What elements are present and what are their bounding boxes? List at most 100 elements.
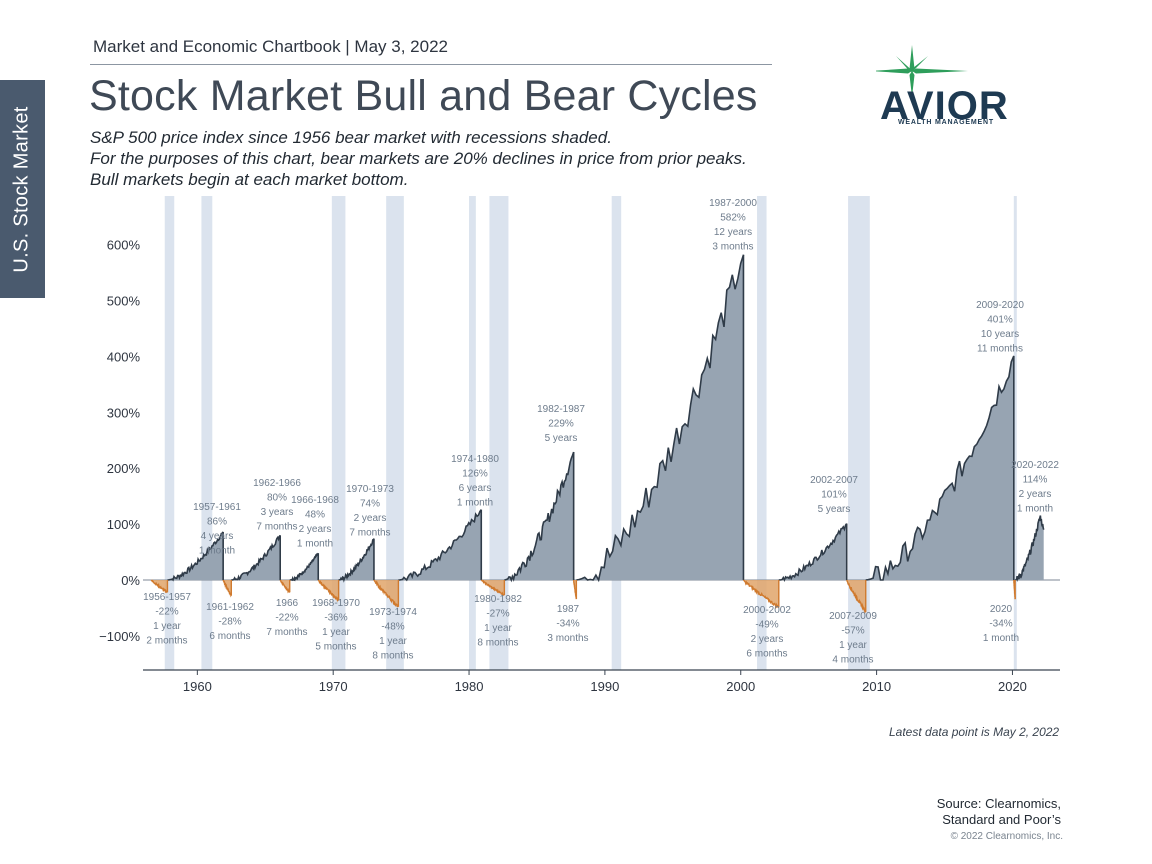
bear-label-4-line-3: 8 months bbox=[372, 651, 413, 662]
y-tick-2: 400% bbox=[107, 349, 141, 364]
bull-area-6 bbox=[576, 254, 744, 581]
bull-line-0 bbox=[167, 531, 224, 582]
bull-label-0-line-2: 4 years bbox=[201, 531, 234, 542]
bear-label-1-line-1: -28% bbox=[218, 617, 241, 628]
chartbook-header: Market and Economic Chartbook | May 3, 2… bbox=[93, 37, 448, 56]
y-tick-6: 0% bbox=[121, 573, 140, 588]
recession-band-4 bbox=[469, 196, 476, 670]
bear-label-0-line-1: -22% bbox=[155, 607, 178, 618]
avior-logo: AVIOR WEALTH MANAGEMENT bbox=[876, 42, 1009, 132]
bull-label-0-line-0: 1957-1961 bbox=[193, 502, 241, 513]
bull-label-5-line-0: 1982-1987 bbox=[537, 404, 585, 415]
x-tick-2: 1980 bbox=[455, 679, 484, 694]
bear-label-2-line-0: 1966 bbox=[276, 598, 299, 609]
bear-label-2: 1966 -22% 7 months bbox=[266, 598, 307, 638]
bear-line-7 bbox=[742, 579, 780, 609]
bear-label-8-line-0: 2007-2009 bbox=[829, 611, 877, 622]
bear-line-3 bbox=[317, 579, 340, 603]
bear-label-9-line-0: 2020 bbox=[990, 604, 1013, 615]
y-tick-4: 200% bbox=[107, 461, 141, 476]
bear-label-8: 2007-2009 -57% 1 year 4 months bbox=[829, 611, 877, 666]
bear-label-0-line-3: 2 months bbox=[146, 636, 187, 647]
bear-label-7: 2000-2002 -49% 2 years 6 months bbox=[743, 605, 791, 660]
bear-label-8-line-1: -57% bbox=[841, 626, 864, 637]
bull-area-9 bbox=[1015, 515, 1044, 580]
bear-label-1-line-2: 6 months bbox=[209, 631, 250, 642]
bear-label-8-line-3: 4 months bbox=[832, 655, 873, 666]
bull-label-8-line-0: 2009-2020 bbox=[976, 300, 1024, 311]
bull-line-7 bbox=[778, 523, 848, 583]
bull-label-3: 1970-1973 74% 2 years 7 months bbox=[346, 484, 394, 539]
bear-line-1 bbox=[222, 579, 232, 598]
bear-label-5-line-3: 8 months bbox=[477, 638, 518, 649]
bear-label-2-line-2: 7 months bbox=[266, 627, 307, 638]
bull-label-9-line-2: 2 years bbox=[1019, 489, 1052, 500]
y-tick-3: 300% bbox=[107, 405, 141, 420]
bear-label-3-line-0: 1968-1970 bbox=[312, 598, 360, 609]
bull-label-2-line-2: 2 years bbox=[299, 524, 332, 535]
recession-band-2 bbox=[331, 196, 346, 670]
bear-label-4: 1973-1974 -48% 1 year 8 months bbox=[369, 607, 417, 662]
bear-label-7-line-2: 2 years bbox=[751, 634, 784, 645]
bull-label-6-line-0: 1987-2000 bbox=[709, 198, 757, 209]
bull-label-6-line-1: 582% bbox=[720, 213, 746, 224]
bear-line-8 bbox=[846, 579, 867, 615]
bear-label-6-line-2: 3 months bbox=[547, 633, 588, 644]
bull-area-7 bbox=[778, 523, 847, 580]
bull-label-1-line-0: 1962-1966 bbox=[253, 478, 301, 489]
bull-line-6 bbox=[576, 254, 745, 583]
x-tick-0: 1960 bbox=[183, 679, 212, 694]
bull-label-8-line-3: 11 months bbox=[977, 344, 1023, 355]
bull-bear-chart: 1957-1961 86% 4 years 1 month 1962-1966 80% 3 … bbox=[99, 196, 1060, 694]
bear-label-7-line-0: 2000-2002 bbox=[743, 605, 791, 616]
chart-title: Stock Market Bull and Bear Cycles bbox=[89, 72, 758, 120]
bull-label-7-line-2: 5 years bbox=[818, 504, 851, 515]
bear-label-9-line-2: 1 month bbox=[983, 633, 1019, 644]
bear-label-0: 1956-1957 -22% 1 year 2 months bbox=[143, 592, 191, 647]
bear-label-5-line-0: 1980-1982 bbox=[474, 594, 522, 605]
bear-label-0-line-2: 1 year bbox=[153, 621, 181, 632]
logo-wordmark: AVIOR bbox=[880, 84, 1009, 128]
x-tick-3: 1990 bbox=[590, 679, 619, 694]
bull-label-0-line-3: 1 month bbox=[199, 546, 235, 557]
bull-label-3-line-2: 2 years bbox=[354, 513, 387, 524]
bear-label-6-line-1: -34% bbox=[556, 619, 579, 630]
bull-label-1-line-3: 7 months bbox=[256, 522, 297, 533]
bear-label-4-line-0: 1973-1974 bbox=[369, 607, 417, 618]
bull-label-9-line-1: 114% bbox=[1023, 475, 1048, 486]
bull-label-8-line-2: 10 years bbox=[981, 329, 1019, 340]
bull-label-9-line-0: 2020-2022 bbox=[1011, 460, 1059, 471]
x-tick-1: 1970 bbox=[319, 679, 348, 694]
bull-line-1 bbox=[231, 534, 281, 581]
source-line-1: Source: Clearnomics, bbox=[936, 796, 1061, 811]
recession-band-7 bbox=[757, 196, 767, 670]
bear-label-3-line-1: -36% bbox=[324, 613, 347, 624]
bull-label-8-line-1: 401% bbox=[987, 315, 1013, 326]
recession-band-9 bbox=[1013, 196, 1017, 670]
bull-label-3-line-1: 74% bbox=[360, 499, 380, 510]
bear-label-7-line-1: -49% bbox=[755, 620, 778, 631]
y-tick-5: 100% bbox=[107, 517, 141, 532]
logo-tagline: WEALTH MANAGEMENT bbox=[898, 119, 994, 126]
header-divider bbox=[90, 64, 772, 65]
cycle-annotations: 1957-1961 86% 4 years 1 month 1962-1966 80% 3 … bbox=[143, 198, 1059, 666]
bull-area-2 bbox=[289, 553, 319, 580]
bear-label-2-line-1: -22% bbox=[275, 613, 298, 624]
bull-area-8 bbox=[865, 355, 1014, 580]
logo-star-icon bbox=[876, 45, 968, 92]
bear-label-1-line-0: 1961-1962 bbox=[206, 602, 254, 613]
bear-label-3: 1968-1970 -36% 1 year 5 months bbox=[312, 598, 360, 653]
bull-label-2-line-1: 48% bbox=[305, 510, 325, 521]
recession-band-5 bbox=[489, 196, 509, 670]
bull-label-7-line-0: 2002-2007 bbox=[810, 475, 858, 486]
bull-label-7: 2002-2007 101% 5 years bbox=[810, 475, 858, 515]
bear-label-7-line-3: 6 months bbox=[746, 649, 787, 660]
bear-line-0 bbox=[150, 579, 168, 594]
bear-line-4 bbox=[373, 579, 399, 608]
bull-label-9: 2020-2022 114% 2 years 1 month bbox=[1011, 460, 1059, 515]
bear-label-6-line-0: 1987 bbox=[557, 604, 580, 615]
bull-label-6: 1987-2000 582% 12 years 3 months bbox=[709, 198, 757, 253]
subtitle-line-1: S&P 500 price index since 1956 bear mark… bbox=[90, 128, 612, 147]
bull-label-5: 1982-1987 229% 5 years bbox=[537, 404, 585, 444]
bear-label-5: 1980-1982 -27% 1 year 8 months bbox=[474, 594, 522, 649]
